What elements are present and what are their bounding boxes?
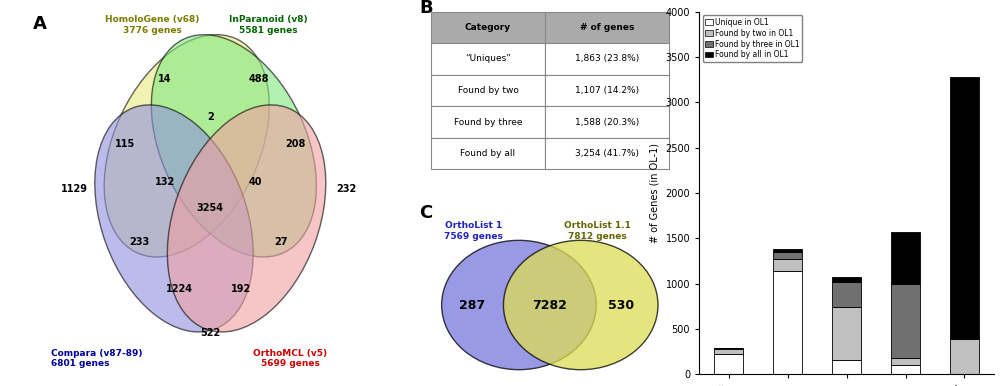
Text: 27: 27 [274,237,288,247]
Text: 1129: 1129 [60,185,87,195]
Bar [890,232,920,284]
Bar [830,307,861,361]
Text: 2: 2 [207,112,214,122]
Text: 132: 132 [154,177,175,187]
Text: HomoloGene (v68)
3776 genes: HomoloGene (v68) 3776 genes [105,15,200,35]
Bar [830,277,861,282]
Text: OrthoList 1
7569 genes: OrthoList 1 7569 genes [444,222,503,241]
Text: 192: 192 [231,284,251,294]
Text: 3254: 3254 [197,203,224,213]
Text: 530: 530 [608,298,634,312]
Text: 1,107 (14.2%): 1,107 (14.2%) [575,86,638,95]
FancyBboxPatch shape [430,43,545,74]
FancyBboxPatch shape [545,138,668,169]
Text: 115: 115 [114,139,135,149]
Text: “Uniques”: “Uniques” [464,54,511,63]
Bar [890,358,920,365]
Ellipse shape [94,105,253,332]
Text: 488: 488 [249,74,269,84]
FancyBboxPatch shape [545,74,668,106]
Text: A: A [32,15,46,33]
Bar [830,361,861,374]
Text: 1,863 (23.8%): 1,863 (23.8%) [574,54,638,63]
Text: 233: 233 [129,237,149,247]
Text: 3,254 (41.7%): 3,254 (41.7%) [575,149,638,158]
Text: 208: 208 [285,139,306,149]
FancyBboxPatch shape [430,138,545,169]
Legend: Unique in OL1, Found by two in OL1, Found by three in OL1, Found by all in OL1: Unique in OL1, Found by two in OL1, Foun… [702,15,801,62]
Text: # of genes: # of genes [579,23,634,32]
Bar [772,271,801,374]
FancyBboxPatch shape [545,106,668,138]
Text: Found by two: Found by two [457,86,518,95]
Text: 1,588 (20.3%): 1,588 (20.3%) [574,117,638,127]
Bar [890,365,920,374]
Text: Found by three: Found by three [453,117,522,127]
Text: B: B [418,0,432,17]
Bar [772,249,801,252]
Text: OrthoList 1.1
7812 genes: OrthoList 1.1 7812 genes [564,222,630,241]
Bar [772,252,801,259]
Text: 14: 14 [158,74,172,84]
Bar [949,339,978,374]
Text: 287: 287 [459,298,485,312]
Bar [949,77,978,339]
Bar [713,354,742,374]
Y-axis label: # of Genes (in OL-1): # of Genes (in OL-1) [649,143,659,243]
Text: InParanoid (v8)
5581 genes: InParanoid (v8) 5581 genes [229,15,307,35]
Ellipse shape [503,240,657,370]
Bar [713,348,742,349]
Text: 522: 522 [200,328,221,338]
Ellipse shape [151,35,316,257]
Text: C: C [418,204,432,222]
FancyBboxPatch shape [430,74,545,106]
FancyBboxPatch shape [545,12,668,43]
Text: 1224: 1224 [165,284,193,294]
Text: Compara (v87-89)
6801 genes: Compara (v87-89) 6801 genes [50,349,142,368]
Text: Found by all: Found by all [460,149,516,158]
Bar [772,259,801,271]
Text: 232: 232 [336,185,356,195]
Ellipse shape [441,240,596,370]
Ellipse shape [168,105,326,332]
Text: 7282: 7282 [532,298,567,312]
FancyBboxPatch shape [545,43,668,74]
Bar [890,284,920,358]
Bar [713,349,742,354]
Text: 40: 40 [249,177,262,187]
Bar [830,282,861,307]
Text: OrthoMCL (v5)
5699 genes: OrthoMCL (v5) 5699 genes [253,349,327,368]
FancyBboxPatch shape [430,12,545,43]
Text: Category: Category [464,23,511,32]
Ellipse shape [104,35,269,257]
FancyBboxPatch shape [430,106,545,138]
